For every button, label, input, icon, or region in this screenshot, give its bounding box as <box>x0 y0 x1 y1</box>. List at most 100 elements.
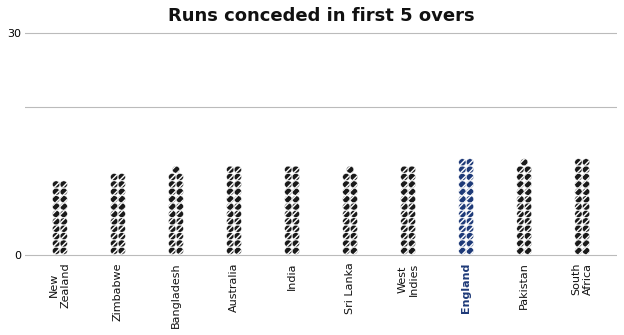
Ellipse shape <box>60 188 67 195</box>
Ellipse shape <box>234 248 241 254</box>
Ellipse shape <box>408 203 416 210</box>
Ellipse shape <box>582 225 590 232</box>
Ellipse shape <box>176 248 183 254</box>
Ellipse shape <box>524 240 532 247</box>
Ellipse shape <box>118 181 125 188</box>
Ellipse shape <box>118 210 125 217</box>
Ellipse shape <box>466 203 474 210</box>
Ellipse shape <box>459 159 466 166</box>
Ellipse shape <box>172 166 180 173</box>
Ellipse shape <box>227 166 234 173</box>
Ellipse shape <box>466 174 474 181</box>
Ellipse shape <box>168 218 176 225</box>
Ellipse shape <box>227 181 234 188</box>
Ellipse shape <box>350 203 358 210</box>
Ellipse shape <box>227 210 234 217</box>
Ellipse shape <box>52 218 60 225</box>
Ellipse shape <box>401 248 408 254</box>
Ellipse shape <box>582 232 590 240</box>
Ellipse shape <box>408 232 416 240</box>
Ellipse shape <box>60 218 67 225</box>
Ellipse shape <box>168 203 176 210</box>
Ellipse shape <box>517 232 524 240</box>
Ellipse shape <box>285 210 292 217</box>
Ellipse shape <box>285 188 292 195</box>
Ellipse shape <box>60 210 67 217</box>
Ellipse shape <box>292 166 300 173</box>
Ellipse shape <box>110 218 118 225</box>
Ellipse shape <box>110 188 118 195</box>
Ellipse shape <box>350 188 358 195</box>
Ellipse shape <box>343 225 350 232</box>
Ellipse shape <box>350 218 358 225</box>
Ellipse shape <box>234 210 241 217</box>
Ellipse shape <box>52 188 60 195</box>
Ellipse shape <box>234 203 241 210</box>
Ellipse shape <box>110 232 118 240</box>
Ellipse shape <box>350 248 358 254</box>
Ellipse shape <box>582 203 590 210</box>
Ellipse shape <box>401 232 408 240</box>
Ellipse shape <box>227 174 234 181</box>
Ellipse shape <box>168 240 176 247</box>
Ellipse shape <box>350 240 358 247</box>
Ellipse shape <box>227 188 234 195</box>
Ellipse shape <box>292 232 300 240</box>
Ellipse shape <box>52 181 60 188</box>
Ellipse shape <box>118 248 125 254</box>
Ellipse shape <box>292 240 300 247</box>
Ellipse shape <box>176 225 183 232</box>
Ellipse shape <box>118 232 125 240</box>
Ellipse shape <box>401 203 408 210</box>
Ellipse shape <box>575 248 582 254</box>
Ellipse shape <box>168 196 176 203</box>
Ellipse shape <box>227 218 234 225</box>
Ellipse shape <box>118 225 125 232</box>
Ellipse shape <box>118 188 125 195</box>
Ellipse shape <box>524 181 532 188</box>
Ellipse shape <box>176 210 183 217</box>
Ellipse shape <box>582 174 590 181</box>
Ellipse shape <box>343 203 350 210</box>
Ellipse shape <box>168 210 176 217</box>
Ellipse shape <box>60 225 67 232</box>
Ellipse shape <box>459 181 466 188</box>
Ellipse shape <box>582 196 590 203</box>
Ellipse shape <box>517 210 524 217</box>
Ellipse shape <box>227 248 234 254</box>
Ellipse shape <box>60 240 67 247</box>
Ellipse shape <box>401 166 408 173</box>
Ellipse shape <box>524 174 532 181</box>
Ellipse shape <box>118 218 125 225</box>
Ellipse shape <box>176 196 183 203</box>
Ellipse shape <box>466 210 474 217</box>
Ellipse shape <box>227 196 234 203</box>
Ellipse shape <box>176 218 183 225</box>
Ellipse shape <box>575 218 582 225</box>
Ellipse shape <box>110 174 118 181</box>
Ellipse shape <box>343 174 350 181</box>
Ellipse shape <box>459 232 466 240</box>
Ellipse shape <box>118 174 125 181</box>
Ellipse shape <box>575 232 582 240</box>
Ellipse shape <box>118 203 125 210</box>
Ellipse shape <box>408 225 416 232</box>
Ellipse shape <box>575 181 582 188</box>
Ellipse shape <box>110 203 118 210</box>
Ellipse shape <box>234 240 241 247</box>
Ellipse shape <box>52 248 60 254</box>
Ellipse shape <box>401 196 408 203</box>
Ellipse shape <box>524 218 532 225</box>
Ellipse shape <box>60 248 67 254</box>
Ellipse shape <box>285 181 292 188</box>
Ellipse shape <box>524 166 532 173</box>
Ellipse shape <box>346 166 354 173</box>
Ellipse shape <box>408 181 416 188</box>
Ellipse shape <box>110 181 118 188</box>
Ellipse shape <box>524 225 532 232</box>
Ellipse shape <box>575 166 582 173</box>
Ellipse shape <box>285 225 292 232</box>
Ellipse shape <box>285 240 292 247</box>
Ellipse shape <box>343 248 350 254</box>
Ellipse shape <box>234 232 241 240</box>
